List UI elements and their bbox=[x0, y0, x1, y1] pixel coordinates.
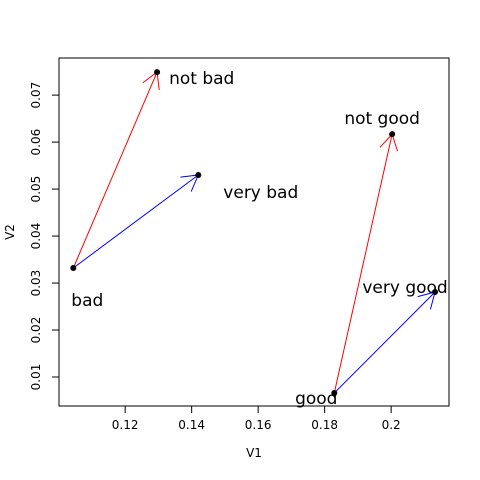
y-tick-label: 0.01 bbox=[29, 364, 43, 391]
x-tick-label: 0.2 bbox=[382, 418, 401, 432]
point-label: bad bbox=[71, 291, 103, 311]
point-label: not bad bbox=[169, 69, 234, 89]
y-tick-label: 0.05 bbox=[29, 176, 43, 203]
x-tick-label: 0.14 bbox=[178, 418, 205, 432]
x-axis-title: V1 bbox=[246, 446, 262, 460]
y-tick-label: 0.07 bbox=[29, 82, 43, 109]
y-tick-label: 0.02 bbox=[29, 317, 43, 344]
x-tick-label: 0.16 bbox=[245, 418, 272, 432]
y-tick-label: 0.06 bbox=[29, 129, 43, 156]
point bbox=[432, 288, 439, 295]
arrow bbox=[72, 71, 160, 269]
arrow bbox=[333, 133, 399, 394]
point bbox=[154, 69, 161, 76]
point bbox=[195, 171, 202, 178]
point-label: good bbox=[295, 389, 337, 409]
y-tick-label: 0.03 bbox=[29, 270, 43, 297]
x-tick-label: 0.18 bbox=[311, 418, 338, 432]
point-label: very good bbox=[362, 278, 447, 298]
point bbox=[389, 131, 396, 138]
point-label: very bad bbox=[223, 183, 298, 203]
y-tick-label: 0.04 bbox=[29, 223, 43, 250]
x-tick-label: 0.12 bbox=[112, 418, 139, 432]
point bbox=[70, 265, 77, 272]
point-label: not good bbox=[344, 109, 420, 129]
arrow bbox=[72, 174, 200, 269]
y-axis-title: V2 bbox=[3, 224, 17, 240]
point bbox=[331, 389, 338, 396]
arrow bbox=[333, 291, 436, 394]
